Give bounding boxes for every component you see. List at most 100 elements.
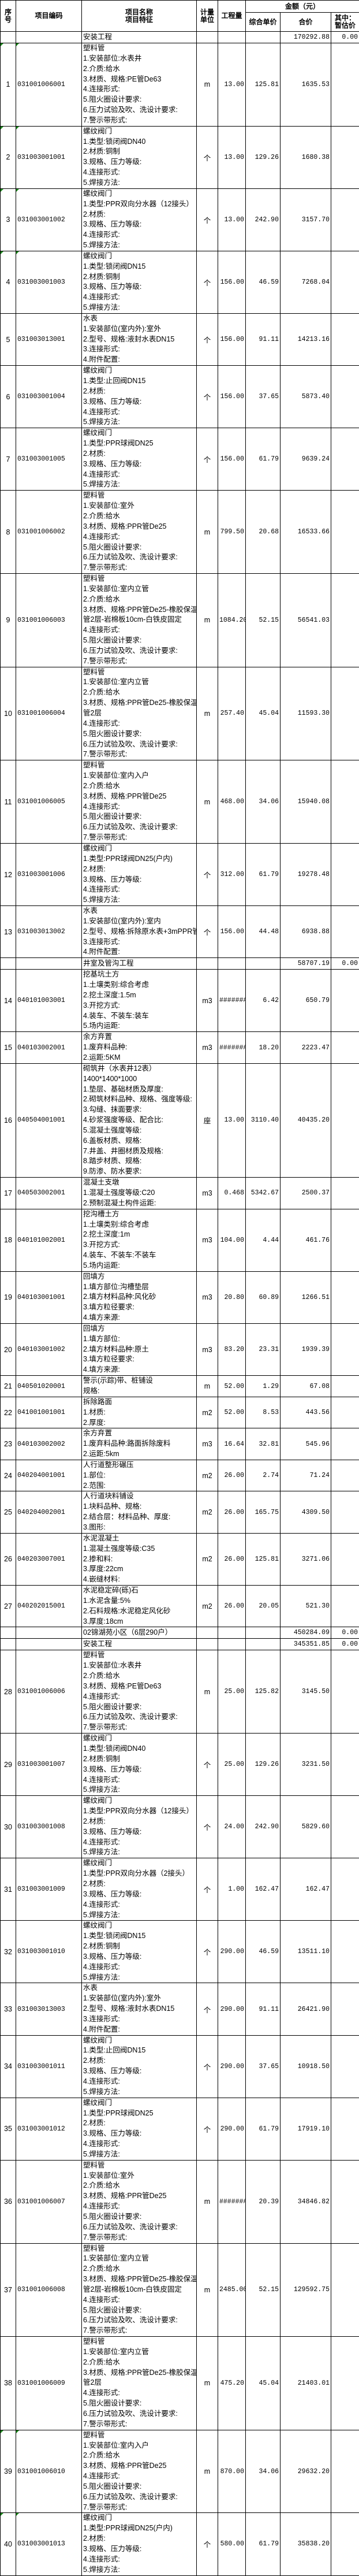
code-cell[interactable]: 031001006005 <box>16 760 82 844</box>
unit-cell[interactable]: 个 <box>197 843 218 905</box>
qty-cell[interactable]: 25.00 <box>218 1734 246 1796</box>
qty-cell[interactable]: 156.00 <box>218 366 246 428</box>
unit-cell[interactable]: m <box>197 2430 218 2513</box>
qty-cell[interactable]: 20.80 <box>218 1271 246 1323</box>
seq-cell[interactable]: 7 <box>1 428 16 491</box>
qty-cell[interactable]: 13.00 <box>218 43 246 127</box>
section-provisional[interactable]: 0.00 <box>331 1627 359 1639</box>
code-cell[interactable]: 031003001004 <box>16 366 82 428</box>
code-cell[interactable]: 031001006002 <box>16 491 82 574</box>
unit-price-cell[interactable]: 18.20 <box>246 1032 281 1064</box>
qty-cell[interactable]: ####### <box>218 1032 246 1064</box>
provisional-cell[interactable] <box>331 43 359 127</box>
unit-cell[interactable]: m <box>197 491 218 574</box>
provisional-cell[interactable] <box>331 760 359 844</box>
qty-cell[interactable]: 156.00 <box>218 313 246 365</box>
seq-cell[interactable]: 36 <box>1 2160 16 2243</box>
unit-cell[interactable]: m <box>197 2160 218 2243</box>
seq-cell[interactable]: 17 <box>1 1178 16 1209</box>
unit-price-cell[interactable]: 23.31 <box>246 1323 281 1375</box>
code-cell[interactable]: 040202015001 <box>16 1586 82 1627</box>
code-cell[interactable]: 040503002001 <box>16 1178 82 1209</box>
qty-cell[interactable]: 290.00 <box>218 2035 246 2098</box>
qty-cell[interactable]: 290.00 <box>218 2098 246 2160</box>
total-cell[interactable]: 19278.48 <box>281 843 331 905</box>
provisional-cell[interactable] <box>331 1921 359 1983</box>
total-cell[interactable]: 2500.37 <box>281 1178 331 1209</box>
unit-price-cell[interactable] <box>246 1627 281 1639</box>
seq-cell[interactable]: 1 <box>1 43 16 127</box>
seq-cell[interactable]: 14 <box>1 970 16 1032</box>
provisional-cell[interactable] <box>331 126 359 188</box>
unit-cell[interactable]: m3 <box>197 1323 218 1375</box>
unit-price-cell[interactable]: 46.59 <box>246 1921 281 1983</box>
total-cell[interactable]: 129592.75 <box>281 2243 331 2337</box>
total-cell[interactable]: 13511.10 <box>281 1921 331 1983</box>
qty-cell[interactable] <box>218 1639 246 1650</box>
code-cell[interactable]: 031003001006 <box>16 843 82 905</box>
code-cell[interactable]: 031001006009 <box>16 2337 82 2430</box>
total-cell[interactable]: 26421.90 <box>281 1983 331 2035</box>
total-cell[interactable]: 16533.66 <box>281 491 331 574</box>
seq-cell[interactable]: 33 <box>1 1983 16 2035</box>
total-cell[interactable]: 1939.39 <box>281 1323 331 1375</box>
code-cell[interactable] <box>16 1627 82 1639</box>
unit-price-cell[interactable]: 242.90 <box>246 188 281 251</box>
unit-price-cell[interactable]: 61.79 <box>246 843 281 905</box>
provisional-cell[interactable] <box>331 1271 359 1323</box>
unit-cell[interactable]: 座 <box>197 1063 218 1177</box>
seq-cell[interactable]: 3 <box>1 188 16 251</box>
section-name[interactable]: 井室及管沟工程 <box>82 958 197 970</box>
unit-cell[interactable]: 个 <box>197 1983 218 2035</box>
unit-cell[interactable]: m <box>197 760 218 844</box>
provisional-cell[interactable] <box>331 843 359 905</box>
total-cell[interactable]: 21403.01 <box>281 2337 331 2430</box>
code-cell[interactable]: 031001006007 <box>16 2160 82 2243</box>
seq-cell[interactable] <box>1 958 16 970</box>
seq-cell[interactable]: 23 <box>1 1428 16 1460</box>
total-cell[interactable]: 35838.20 <box>281 2513 331 2575</box>
provisional-cell[interactable] <box>331 667 359 760</box>
unit-price-cell[interactable]: 125.81 <box>246 43 281 127</box>
unit-cell[interactable]: m2 <box>197 1460 218 1491</box>
unit-cell[interactable]: 个 <box>197 1921 218 1983</box>
seq-cell[interactable] <box>1 1627 16 1639</box>
qty-cell[interactable]: 1084.20 <box>218 574 246 667</box>
provisional-cell[interactable] <box>331 1178 359 1209</box>
unit-cell[interactable]: 个 <box>197 2098 218 2160</box>
unit-cell[interactable]: m <box>197 574 218 667</box>
seq-cell[interactable]: 21 <box>1 1376 16 1397</box>
unit-price-cell[interactable]: 52.15 <box>246 2243 281 2337</box>
total-cell[interactable]: 3231.50 <box>281 1734 331 1796</box>
unit-price-cell[interactable]: 45.04 <box>246 2337 281 2430</box>
code-cell[interactable]: 040204002001 <box>16 1491 82 1533</box>
unit-cell[interactable] <box>197 958 218 970</box>
unit-price-cell[interactable]: 61.79 <box>246 2513 281 2575</box>
qty-cell[interactable]: 13.00 <box>218 1063 246 1177</box>
section-total[interactable]: 58707.19 <box>281 958 331 970</box>
unit-price-cell[interactable]: 44.48 <box>246 906 281 958</box>
unit-cell[interactable] <box>197 1639 218 1650</box>
seq-cell[interactable]: 4 <box>1 251 16 313</box>
unit-price-cell[interactable]: 125.81 <box>246 1533 281 1585</box>
qty-cell[interactable]: 26.00 <box>218 1460 246 1491</box>
seq-cell[interactable]: 25 <box>1 1491 16 1533</box>
unit-cell[interactable]: 个 <box>197 2513 218 2575</box>
code-cell[interactable]: 031003001012 <box>16 2098 82 2160</box>
section-total[interactable]: 450284.09 <box>281 1627 331 1639</box>
code-cell[interactable] <box>16 32 82 43</box>
seq-cell[interactable]: 24 <box>1 1460 16 1491</box>
unit-price-cell[interactable]: 242.90 <box>246 1796 281 1858</box>
provisional-cell[interactable] <box>331 2160 359 2243</box>
qty-cell[interactable]: 13.00 <box>218 188 246 251</box>
total-cell[interactable]: 14213.16 <box>281 313 331 365</box>
seq-cell[interactable] <box>1 1639 16 1650</box>
